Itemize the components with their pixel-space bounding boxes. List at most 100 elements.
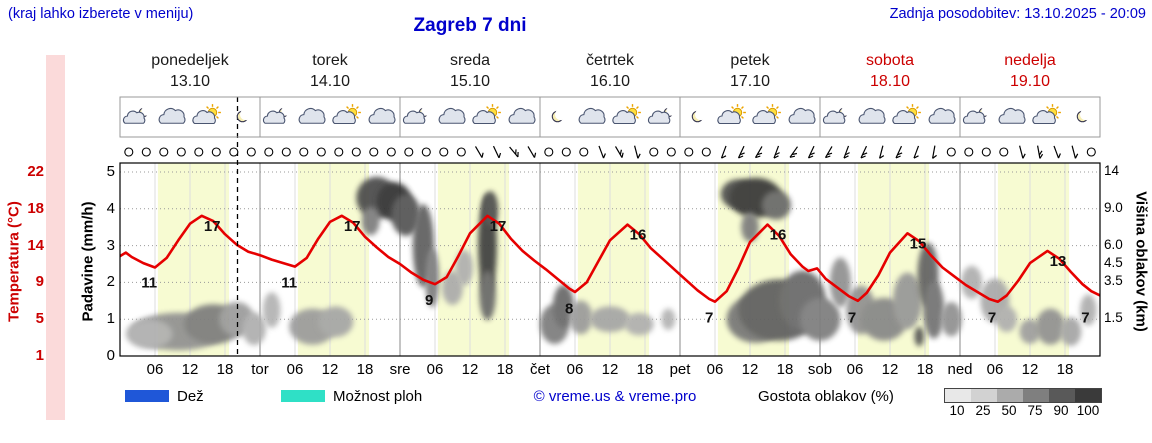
cloud-height-tick: 6.0 [1104, 237, 1123, 252]
temp-tick: 9 [35, 273, 44, 290]
svg-text:11: 11 [141, 274, 157, 291]
cloud-height-tick: 9.0 [1104, 200, 1123, 215]
density-tick: 75 [1027, 403, 1043, 418]
svg-text:17: 17 [344, 218, 361, 235]
svg-text:11: 11 [281, 274, 297, 291]
svg-text:18: 18 [777, 361, 794, 378]
day-date-tor: 14.10 [309, 73, 351, 90]
day-date-cet: 16.10 [589, 73, 631, 90]
svg-text:06: 06 [847, 361, 864, 378]
density-swatch-25 [971, 389, 997, 402]
svg-text:12: 12 [602, 361, 619, 378]
svg-text:16: 16 [630, 227, 647, 244]
rain-legend-label: Dež [177, 388, 204, 405]
svg-text:16: 16 [770, 227, 787, 244]
svg-text:06: 06 [147, 361, 164, 378]
svg-text:ned: ned [947, 361, 972, 378]
last-update-timestamp: Zadnja posodobitev: 13.10.2025 - 20:09 [889, 6, 1146, 22]
density-tick: 50 [1001, 403, 1017, 418]
copyright-link[interactable]: © vreme.us & vreme.pro [533, 388, 697, 405]
svg-text:06: 06 [427, 361, 444, 378]
location-hint: (kraj lahko izberete v meniju) [8, 6, 194, 22]
svg-text:15: 15 [910, 235, 927, 252]
cloud-height-tick: 14 [1104, 163, 1120, 178]
svg-text:8: 8 [565, 301, 573, 318]
svg-text:12: 12 [462, 361, 479, 378]
density-swatch-90 [1049, 389, 1075, 402]
showers-legend-swatch [281, 390, 325, 402]
svg-text:12: 12 [1022, 361, 1039, 378]
density-tick: 25 [975, 403, 991, 418]
svg-text:12: 12 [882, 361, 899, 378]
precip-tick: 0 [106, 347, 115, 364]
density-swatch-50 [997, 389, 1023, 402]
day-name-sre: sreda [449, 52, 491, 69]
precip-tick: 4 [106, 200, 115, 217]
temp-tick: 1 [35, 347, 44, 364]
density-tick: 100 [1076, 403, 1100, 418]
day-name-pet: petek [730, 52, 770, 69]
svg-text:17: 17 [204, 218, 221, 235]
cloud-density-scale [944, 388, 1102, 403]
svg-text:06: 06 [987, 361, 1004, 378]
svg-text:12: 12 [182, 361, 199, 378]
svg-text:18: 18 [357, 361, 374, 378]
density-tick: 90 [1053, 403, 1069, 418]
density-tick: 10 [949, 403, 965, 418]
svg-text:7: 7 [988, 309, 996, 326]
precipitation-axis-label: Padavine (mm/h) [79, 201, 97, 322]
day-date-ned: 19.10 [1009, 73, 1051, 90]
precip-tick: 1 [106, 310, 115, 327]
svg-text:čet: čet [530, 361, 551, 378]
temperature-scale-strip [46, 55, 65, 420]
day-name-cet: četrtek [585, 52, 634, 69]
precip-tick: 3 [106, 237, 115, 254]
svg-text:06: 06 [567, 361, 584, 378]
svg-text:18: 18 [917, 361, 934, 378]
density-swatch-100 [1075, 389, 1101, 402]
svg-text:7: 7 [1081, 309, 1089, 326]
day-name-ned: nedelja [1004, 52, 1056, 69]
rain-legend-swatch [125, 390, 169, 402]
svg-text:sob: sob [808, 361, 832, 378]
precip-tick: 2 [106, 273, 115, 290]
page-title: Zagreb 7 dni [413, 15, 527, 36]
day-date-sob: 18.10 [869, 73, 911, 90]
cloud-density-legend-label: Gostota oblakov (%) [758, 388, 894, 405]
temp-tick: 5 [35, 310, 44, 327]
svg-text:18: 18 [1057, 361, 1074, 378]
day-name-pon: ponedeljek [151, 52, 229, 69]
day-date-sre: 15.10 [449, 73, 491, 90]
svg-text:sre: sre [390, 361, 411, 378]
temp-tick: 14 [27, 237, 44, 254]
svg-text:7: 7 [705, 309, 713, 326]
svg-text:12: 12 [742, 361, 759, 378]
svg-text:9: 9 [425, 292, 433, 309]
svg-text:18: 18 [217, 361, 234, 378]
density-swatch-75 [1023, 389, 1049, 402]
svg-text:17: 17 [490, 218, 507, 235]
svg-text:18: 18 [497, 361, 514, 378]
showers-legend-label: Možnost ploh [333, 388, 423, 405]
svg-text:tor: tor [251, 361, 269, 378]
precip-tick: 5 [106, 163, 115, 180]
svg-text:06: 06 [287, 361, 304, 378]
svg-text:pet: pet [670, 361, 692, 378]
density-swatch-10 [945, 389, 971, 402]
svg-text:06: 06 [707, 361, 724, 378]
cloud-height-tick: 3.5 [1104, 273, 1123, 288]
day-date-pon: 13.10 [169, 73, 211, 90]
svg-text:18: 18 [637, 361, 654, 378]
day-date-pet: 17.10 [729, 73, 771, 90]
temp-tick: 22 [27, 163, 44, 180]
svg-text:12: 12 [322, 361, 339, 378]
svg-text:7: 7 [848, 309, 856, 326]
day-name-sob: sobota [865, 52, 915, 69]
svg-text:13: 13 [1050, 253, 1067, 270]
day-name-tor: torek [312, 52, 348, 69]
cloud-height-tick: 1.5 [1104, 310, 1123, 325]
temp-tick: 18 [27, 200, 44, 217]
cloud-height-tick: 4.5 [1104, 255, 1123, 270]
